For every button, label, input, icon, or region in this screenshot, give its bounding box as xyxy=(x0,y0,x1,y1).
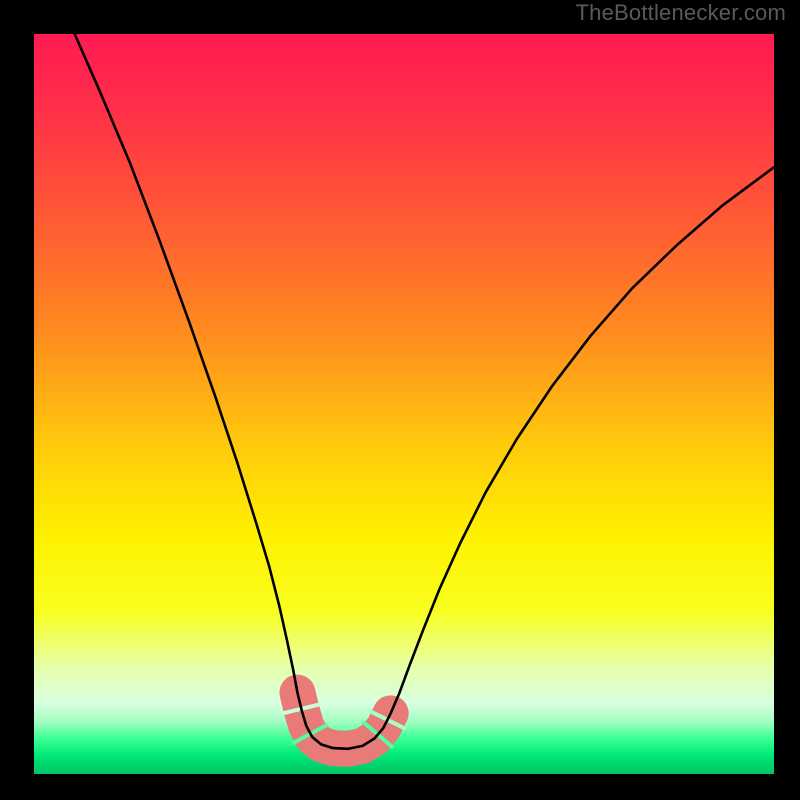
bottleneck-chart-svg xyxy=(0,0,800,800)
watermark-text: TheBottlenecker.com xyxy=(576,0,786,26)
chart-stage: TheBottlenecker.com xyxy=(0,0,800,800)
gradient-background xyxy=(34,34,774,774)
